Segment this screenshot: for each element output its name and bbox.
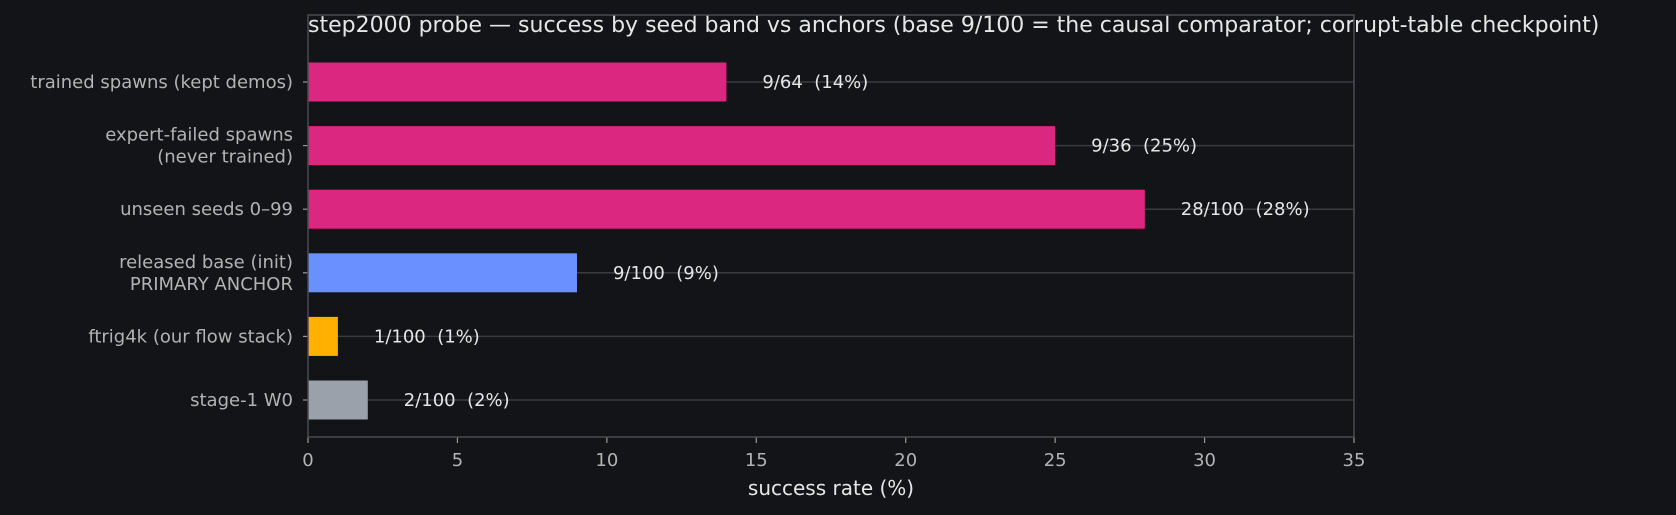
category-labels: trained spawns (kept demos) expert-failed… bbox=[30, 72, 308, 411]
category-label: PRIMARY ANCHOR bbox=[130, 274, 293, 295]
x-axis-label: success rate (%) bbox=[748, 476, 914, 500]
bar-value-label: 9/64 (14%) bbox=[762, 72, 868, 93]
bar-value-label: 9/36 (25%) bbox=[1091, 136, 1197, 157]
bar-value-label: 2/100 (2%) bbox=[404, 390, 510, 411]
x-axis-ticks: 0 5 10 15 20 25 30 35 bbox=[302, 437, 1365, 471]
bar bbox=[308, 380, 368, 420]
bar bbox=[308, 126, 1056, 166]
x-tick-label: 20 bbox=[894, 450, 917, 471]
category-label: stage-1 W0 bbox=[190, 390, 293, 411]
x-tick-label: 30 bbox=[1193, 450, 1216, 471]
x-tick-label: 10 bbox=[595, 450, 618, 471]
category-label: ftrig4k (our flow stack) bbox=[88, 326, 293, 347]
value-labels: 9/64 (14%) 9/36 (25%) 28/100 (28%) 9/100 (9… bbox=[374, 72, 1310, 411]
category-label: trained spawns (kept demos) bbox=[30, 72, 293, 93]
bar-value-label: 28/100 (28%) bbox=[1181, 199, 1310, 220]
bar bbox=[308, 62, 727, 102]
plot-frame bbox=[307, 14, 1355, 438]
x-tick-label: 15 bbox=[745, 450, 768, 471]
x-tick-label: 25 bbox=[1044, 450, 1067, 471]
bar-value-label: 1/100 (1%) bbox=[374, 326, 480, 347]
category-label: (never trained) bbox=[157, 147, 293, 168]
bars bbox=[308, 62, 1145, 420]
bar bbox=[308, 189, 1145, 229]
x-tick-label: 5 bbox=[452, 450, 463, 471]
bar bbox=[308, 253, 577, 293]
x-tick-label: 35 bbox=[1343, 450, 1366, 471]
category-label: expert-failed spawns bbox=[105, 125, 293, 146]
category-label: released base (init) bbox=[119, 252, 293, 273]
chart-title: step2000 probe — success by seed band vs… bbox=[308, 13, 1599, 38]
category-label: unseen seeds 0–99 bbox=[120, 199, 293, 220]
bar bbox=[308, 316, 338, 356]
bar-value-label: 9/100 (9%) bbox=[613, 263, 719, 284]
x-tick-label: 0 bbox=[302, 450, 313, 471]
